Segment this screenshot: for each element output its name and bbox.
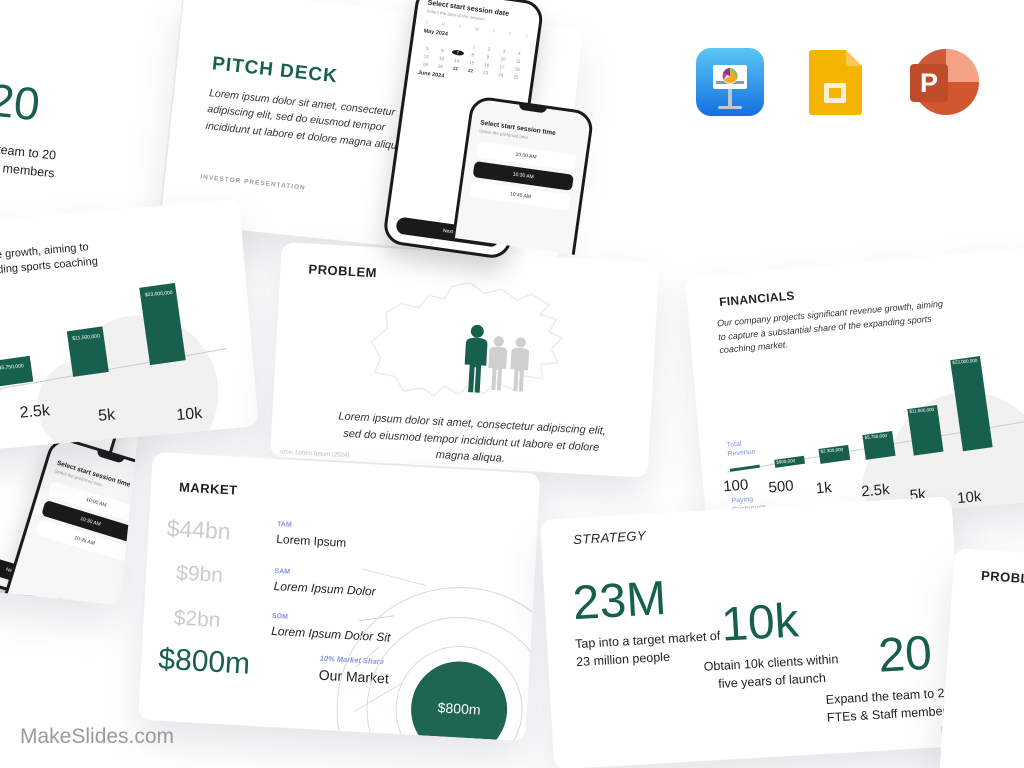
svg-text:P: P [920, 68, 938, 98]
svg-text:Paying: Paying [731, 496, 753, 505]
svg-text:$800m: $800m [437, 699, 481, 717]
svg-text:Revenue: Revenue [727, 449, 756, 458]
svg-text:Total: Total [726, 441, 742, 449]
